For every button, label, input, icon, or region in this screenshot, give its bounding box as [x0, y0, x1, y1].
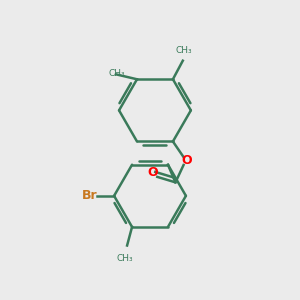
Text: CH₃: CH₃ — [116, 254, 133, 263]
Text: O: O — [181, 154, 192, 166]
Text: O: O — [147, 167, 158, 179]
Text: CH₃: CH₃ — [176, 46, 192, 55]
Text: CH₃: CH₃ — [109, 69, 125, 78]
Text: Br: Br — [82, 189, 97, 202]
